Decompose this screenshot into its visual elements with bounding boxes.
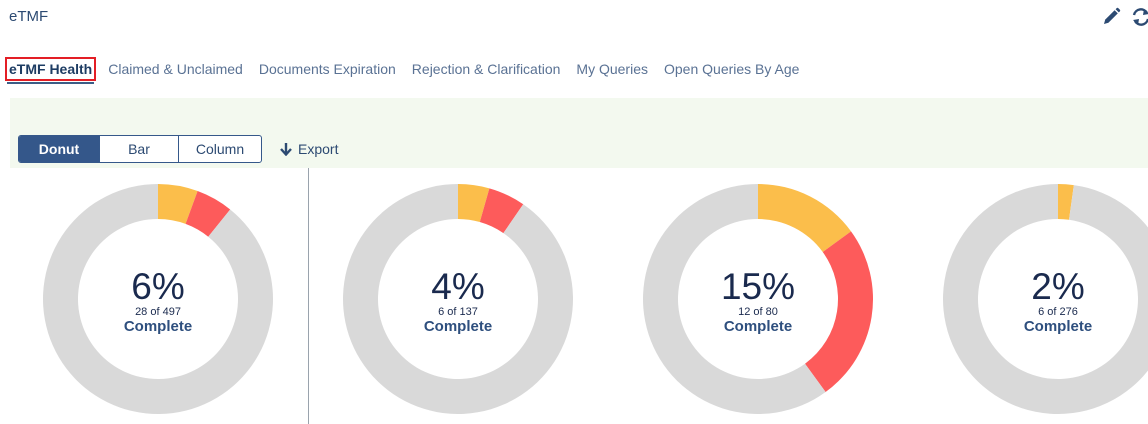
remaining-slice[interactable] xyxy=(643,184,826,414)
rejected-slice[interactable] xyxy=(185,191,231,237)
donut-center: 2% 6 of 276 Complete xyxy=(943,268,1148,336)
active-tab-underline xyxy=(7,82,94,84)
pencil-icon[interactable] xyxy=(1100,6,1122,28)
refresh-icon[interactable] xyxy=(1130,6,1148,28)
tab-my-queries[interactable]: My Queries xyxy=(576,61,648,77)
count-label: 12 of 80 xyxy=(738,306,778,318)
donut-center: 6% 28 of 497 Complete xyxy=(43,268,273,336)
arrow-down-icon xyxy=(280,143,292,156)
count-label: 6 of 276 xyxy=(1038,306,1078,318)
count-label: 28 of 497 xyxy=(135,306,181,318)
donut-center: 15% 12 of 80 Complete xyxy=(643,268,873,336)
donut-chart-3[interactable]: 15% 12 of 80 Complete xyxy=(643,184,873,414)
column-button[interactable]: Column xyxy=(178,136,261,162)
tab-open-queries-by-age[interactable]: Open Queries By Age xyxy=(664,61,800,77)
rejected-slice[interactable] xyxy=(805,231,873,393)
complete-slice[interactable] xyxy=(1058,184,1074,220)
complete-slice[interactable] xyxy=(758,184,852,252)
donut-center: 4% 6 of 137 Complete xyxy=(343,268,573,336)
complete-slice[interactable] xyxy=(158,184,198,224)
donut-svg xyxy=(943,184,1148,414)
rejected-slice[interactable] xyxy=(479,188,524,234)
top-actions xyxy=(1098,6,1148,30)
tab-claimed-unclaimed[interactable]: Claimed & Unclaimed xyxy=(108,61,243,77)
tab-rejection-clarification[interactable]: Rejection & Clarification xyxy=(411,61,561,77)
status-label: Complete xyxy=(723,318,793,335)
tab-etmf-health[interactable]: eTMF Health xyxy=(5,57,97,81)
donut-svg xyxy=(43,184,273,414)
remaining-slice[interactable] xyxy=(43,184,273,414)
donut-chart-1[interactable]: 6% 28 of 497 Complete xyxy=(43,184,273,414)
status-label: Complete xyxy=(123,318,193,335)
donut-button[interactable]: Donut xyxy=(19,136,99,162)
bar-button[interactable]: Bar xyxy=(99,136,178,162)
complete-slice[interactable] xyxy=(458,184,490,223)
donut-svg xyxy=(343,184,573,414)
percent-label: 4% xyxy=(431,266,485,307)
export-button[interactable]: Export xyxy=(280,139,338,159)
export-label: Export xyxy=(298,141,339,157)
remaining-slice[interactable] xyxy=(943,184,1148,414)
status-label: Complete xyxy=(1023,318,1093,335)
tab-bar: eTMF Health Claimed & Unclaimed Document… xyxy=(5,56,815,82)
chart-divider xyxy=(308,168,309,424)
donut-svg xyxy=(643,184,873,414)
percent-label: 6% xyxy=(131,266,185,307)
remaining-slice[interactable] xyxy=(343,184,573,414)
status-label: Complete xyxy=(423,318,493,335)
tab-documents-expiration[interactable]: Documents Expiration xyxy=(258,61,396,77)
percent-label: 2% xyxy=(1031,266,1085,307)
donut-chart-4[interactable]: 2% 6 of 276 Complete xyxy=(943,184,1148,414)
donut-chart-2[interactable]: 4% 6 of 137 Complete xyxy=(343,184,573,414)
app-title: eTMF xyxy=(9,8,49,25)
percent-label: 15% xyxy=(720,266,796,307)
count-label: 6 of 137 xyxy=(438,306,478,318)
chart-type-toggle: Donut Bar Column xyxy=(18,135,262,163)
